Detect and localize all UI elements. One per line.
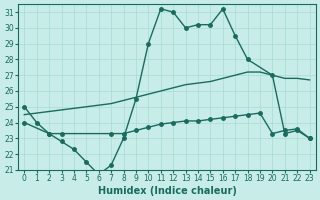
X-axis label: Humidex (Indice chaleur): Humidex (Indice chaleur) xyxy=(98,186,236,196)
